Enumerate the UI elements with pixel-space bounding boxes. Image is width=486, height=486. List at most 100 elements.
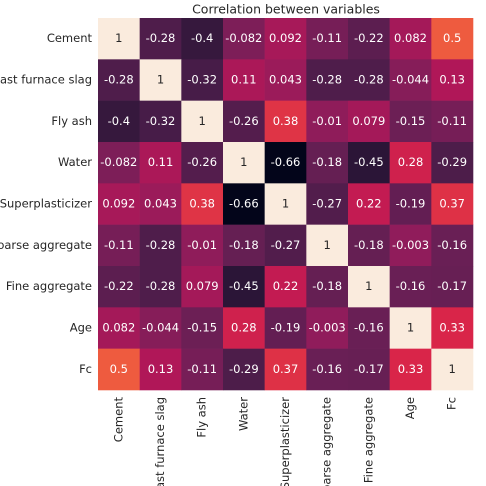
heatmap-cell (181, 266, 224, 308)
heatmap-cell (139, 59, 182, 101)
heatmap-cell (264, 18, 307, 60)
cell-label: 0.28 (231, 321, 257, 335)
heatmap-cell (389, 100, 432, 143)
chart-title: Correlation between variables (192, 2, 380, 17)
cell-label: -0.11 (312, 31, 342, 45)
cell-label: 0.33 (398, 362, 424, 376)
cell-label: -0.28 (312, 73, 342, 87)
heatmap-cell (389, 266, 432, 308)
heatmap-cell (264, 183, 307, 225)
heatmap-cell (348, 224, 390, 267)
heatmap-cell (306, 100, 349, 143)
heatmap-cell (181, 183, 224, 225)
cell-label: -0.16 (396, 279, 426, 293)
cell-label: 0.37 (439, 197, 465, 211)
cell-label: -0.18 (229, 238, 259, 252)
cell-label: -0.27 (312, 197, 342, 211)
heatmap-cell (389, 18, 432, 60)
cell-label: 0.5 (443, 31, 461, 45)
cell-label: 1 (407, 321, 414, 335)
heatmap-cell (139, 224, 182, 267)
cell-label: -0.18 (312, 279, 342, 293)
heatmap-cell (223, 18, 265, 60)
cell-label: 0.38 (189, 197, 215, 211)
cell-label: 0.079 (186, 279, 219, 293)
y-tick-label: Coarse aggregate (0, 238, 92, 252)
cell-label: 0.22 (356, 197, 382, 211)
cell-label: -0.19 (271, 321, 301, 335)
cell-label: -0.17 (354, 362, 384, 376)
cell-label: -0.28 (354, 73, 384, 87)
heatmap-cell (98, 18, 140, 60)
heatmap-cell (348, 18, 390, 60)
cell-label: 1 (240, 155, 247, 169)
cell-label: -0.044 (392, 73, 429, 87)
heatmap-cell (306, 224, 349, 267)
y-tick-label: Age (70, 321, 92, 335)
cell-label: -0.29 (229, 362, 259, 376)
x-tick-label: Cement (111, 397, 125, 443)
cell-label: 0.11 (148, 155, 174, 169)
heatmap-cell (181, 100, 224, 143)
heatmap-cell (431, 224, 474, 267)
cell-label: -0.28 (146, 238, 176, 252)
cell-label: 0.082 (102, 321, 135, 335)
cell-label: 0.092 (102, 197, 135, 211)
heatmap-cell (348, 59, 390, 101)
cell-label: -0.15 (396, 114, 426, 128)
heatmap-cell (264, 348, 307, 391)
cell-label: -0.22 (104, 279, 134, 293)
heatmap-cell (306, 142, 349, 184)
x-tick-label: Fine aggregate (361, 397, 375, 483)
heatmap-cell (181, 142, 224, 184)
heatmap-cell (348, 100, 390, 143)
cell-label: -0.18 (312, 155, 342, 169)
heatmap-cell (139, 307, 182, 349)
heatmap-cell (348, 348, 390, 391)
heatmap-cell (431, 183, 474, 225)
cell-label: -0.15 (187, 321, 217, 335)
cell-label: 0.079 (352, 114, 385, 128)
heatmap-cell (264, 59, 307, 101)
heatmap-cell (98, 183, 140, 225)
cell-label: -0.16 (437, 238, 467, 252)
heatmap-cell (223, 348, 265, 391)
heatmap-cell (348, 142, 390, 184)
cell-label: 0.5 (110, 362, 128, 376)
cell-label: 1 (282, 197, 289, 211)
heatmap-cell (306, 59, 349, 101)
heatmap-cell (306, 348, 349, 391)
cell-label: 1 (449, 362, 456, 376)
heatmap-cell (264, 100, 307, 143)
heatmap-cell (98, 224, 140, 267)
cell-label: -0.45 (229, 279, 259, 293)
cell-label: -0.28 (104, 73, 134, 87)
cell-label: -0.11 (187, 362, 217, 376)
heatmap-cell (223, 183, 265, 225)
cell-label: -0.18 (354, 238, 384, 252)
cell-label: 0.37 (273, 362, 299, 376)
cell-label: -0.66 (229, 197, 259, 211)
heatmap-cell (431, 18, 474, 60)
heatmap-cell (223, 307, 265, 349)
cell-label: 1 (115, 31, 122, 45)
heatmap-cell (223, 100, 265, 143)
heatmap-cell (223, 224, 265, 267)
cell-label: 0.082 (394, 31, 427, 45)
cell-label: -0.01 (312, 114, 342, 128)
heatmap-cell (431, 307, 474, 349)
heatmap-cell (139, 18, 182, 60)
cell-label: 0.13 (439, 73, 465, 87)
heatmap-cell (431, 266, 474, 308)
cell-label: 1 (324, 238, 331, 252)
heatmap-cell (139, 183, 182, 225)
heatmap-cell (431, 348, 474, 391)
heatmap-cell (389, 59, 432, 101)
cell-label: -0.082 (100, 155, 137, 169)
cell-label: 0.043 (144, 197, 177, 211)
x-tick-label: Fc (445, 397, 459, 410)
cell-label: -0.27 (271, 238, 301, 252)
heatmap-cell (264, 224, 307, 267)
cell-label: -0.19 (396, 197, 426, 211)
y-tick-label: Cement (47, 31, 93, 45)
